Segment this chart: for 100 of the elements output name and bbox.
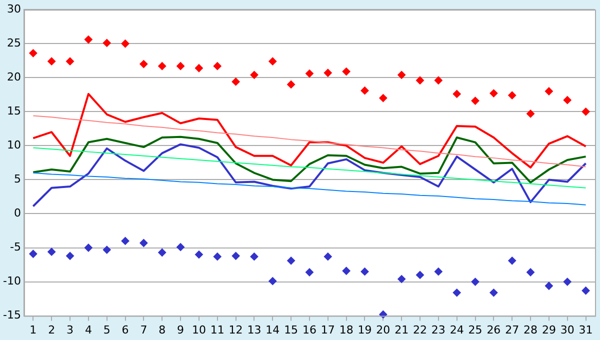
point <box>84 36 92 44</box>
point <box>526 268 535 276</box>
x-tick-label: 26 <box>486 323 501 336</box>
x-tick-label: 18 <box>339 323 354 336</box>
x-tick-label: 19 <box>358 323 372 336</box>
point <box>434 268 442 276</box>
y-tick-label: 15 <box>6 104 21 118</box>
point <box>29 250 38 258</box>
point <box>66 252 74 260</box>
point <box>48 57 56 66</box>
y-tick-label: 30 <box>6 2 21 16</box>
x-tick-label: 27 <box>505 323 520 336</box>
x-tick-label: 4 <box>84 323 92 336</box>
point <box>250 70 258 79</box>
point <box>471 96 480 105</box>
x-tick-label: 20 <box>376 323 390 336</box>
x-tick-label: 22 <box>413 323 428 336</box>
x-tick-label: 5 <box>103 323 110 336</box>
point <box>176 243 185 252</box>
point <box>176 62 185 70</box>
x-tick-label: 8 <box>158 323 166 336</box>
x-tick-label: 23 <box>431 323 446 336</box>
point <box>194 64 203 72</box>
point <box>398 275 406 284</box>
point <box>158 62 166 70</box>
point <box>66 57 74 66</box>
y-tick-label: 5 <box>14 172 21 186</box>
x-tick-label: 14 <box>266 323 280 336</box>
x-tick-label: 17 <box>320 323 335 336</box>
point <box>452 288 461 297</box>
point <box>563 278 572 286</box>
x-tick-label: 25 <box>468 323 482 336</box>
y-tick-label: 20 <box>6 70 21 84</box>
x-tick-label: 9 <box>177 323 184 336</box>
x-tick-label: 2 <box>48 323 56 336</box>
y-tick-label: 25 <box>6 36 21 50</box>
point <box>563 96 572 104</box>
x-tick-label: 16 <box>302 323 316 336</box>
y-tick-label: 10 <box>6 138 21 152</box>
point <box>490 288 498 297</box>
x-tick-label: 30 <box>560 323 574 336</box>
point <box>140 60 148 68</box>
point <box>213 252 222 261</box>
point <box>48 248 56 256</box>
point <box>287 80 296 88</box>
point <box>582 286 590 295</box>
point <box>379 94 388 102</box>
x-tick-label: 24 <box>450 323 464 336</box>
x-tick-label: 1 <box>30 323 37 336</box>
x-tick-label: 31 <box>578 323 593 336</box>
point <box>398 70 406 79</box>
point <box>324 68 332 77</box>
point <box>121 236 130 245</box>
point <box>158 248 166 257</box>
point <box>250 252 258 261</box>
point <box>452 90 461 98</box>
point <box>508 256 516 265</box>
point <box>287 256 296 265</box>
x-tick-label: 21 <box>394 323 409 336</box>
x-tick-label: 29 <box>542 323 556 336</box>
x-tick-label: 7 <box>140 323 148 336</box>
point <box>360 268 369 276</box>
point <box>508 91 516 100</box>
point <box>416 270 424 279</box>
x-tick-label: 11 <box>210 323 224 336</box>
point <box>121 40 130 48</box>
y-tick-label: -5 <box>10 240 21 254</box>
point <box>342 68 350 76</box>
point <box>232 252 240 260</box>
point <box>582 108 590 116</box>
point <box>471 278 480 286</box>
y-tick-label: -10 <box>3 274 21 288</box>
x-tick-label: 3 <box>66 323 74 336</box>
point <box>194 250 203 259</box>
point <box>268 277 277 286</box>
point <box>232 78 240 86</box>
point <box>102 246 111 254</box>
point <box>434 76 442 84</box>
point <box>526 110 535 118</box>
x-tick-label: 15 <box>284 323 298 336</box>
point <box>84 244 92 252</box>
point <box>305 268 314 276</box>
point <box>324 252 332 261</box>
x-tick-label: 28 <box>524 323 538 336</box>
point <box>544 282 553 290</box>
x-tick-label: 6 <box>122 323 129 336</box>
point <box>544 87 553 96</box>
x-tick-label: 10 <box>192 323 206 336</box>
point <box>140 238 148 247</box>
point <box>305 70 314 78</box>
point <box>416 76 424 84</box>
point <box>102 38 111 47</box>
point <box>268 57 277 66</box>
point <box>490 89 498 98</box>
x-tick-label: 12 <box>228 323 243 336</box>
point <box>342 266 350 275</box>
point <box>29 49 38 58</box>
y-tick-label: 0 <box>14 206 21 220</box>
y-tick-label: -15 <box>3 308 21 322</box>
point <box>213 62 222 70</box>
